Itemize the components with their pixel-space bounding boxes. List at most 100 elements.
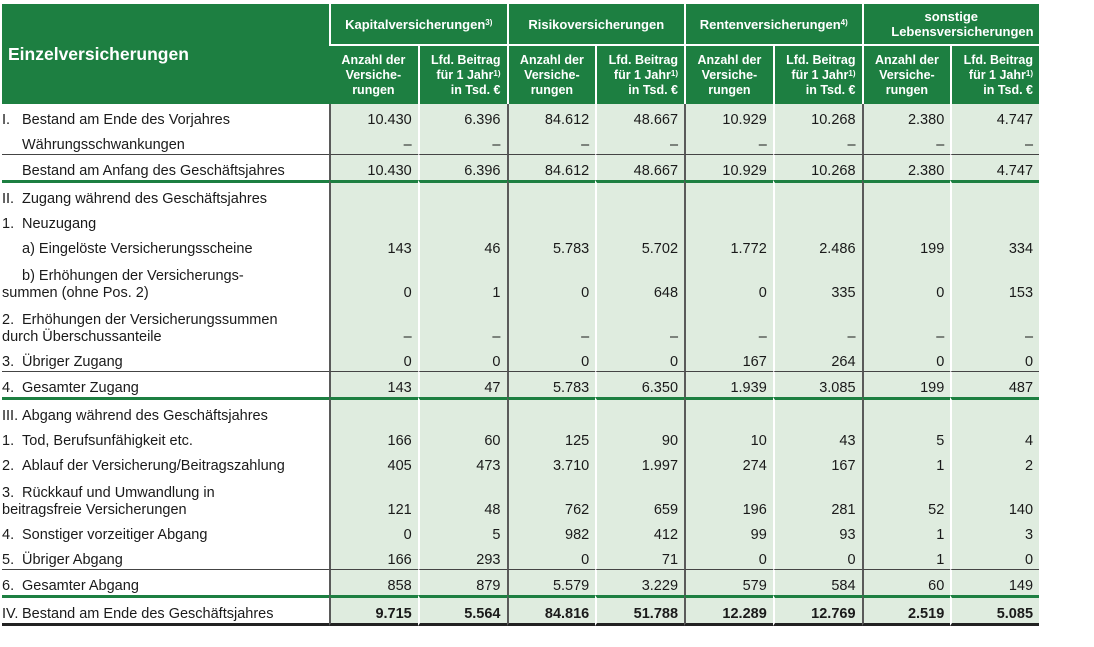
table-row: 2. Erhöhungen der Versicherungssummen dur…: [2, 302, 1040, 346]
table-title: Einzelversicherungen: [2, 4, 329, 104]
row-label: Tod, Berufsunfähigkeit etc.: [22, 433, 193, 449]
table-row: 5. Übriger Abgang 166 293 0 71 0 0 1 0: [2, 544, 1040, 569]
value-cell: 5.783: [506, 233, 596, 258]
subheader-count: Anzahl der Versiche-rungen: [506, 46, 596, 104]
row-label: Übriger Abgang: [22, 552, 123, 568]
row-label-cell: 6. Gesamter Abgang: [2, 569, 329, 595]
value-cell: 10.268: [772, 154, 862, 180]
row-label: Rückkauf und Umwandlung in beitragsfreie…: [2, 485, 215, 518]
table-row: 3. Übriger Zugang 0 0 0 0 167 264 0 0: [2, 346, 1040, 371]
value-cell: 334: [950, 233, 1040, 258]
value-cell: 487: [950, 371, 1040, 397]
value-cell: 5.783: [506, 371, 596, 397]
value-cell: 10.929: [684, 104, 773, 129]
value-cell: [506, 397, 596, 425]
value-cell: –: [684, 129, 773, 154]
row-label: b) Erhöhungen der Versicherungs-summen (…: [2, 268, 244, 301]
row-label: Abgang während des Geschäftsjahres: [22, 408, 268, 424]
value-cell: –: [861, 302, 951, 346]
row-number: 2.: [2, 458, 15, 474]
row-label: Ablauf der Versicherung/Beitragszahlung: [22, 458, 285, 474]
row-label-cell: III. Abgang während des Geschäftsjahres: [2, 397, 329, 425]
value-cell: 121: [329, 475, 418, 519]
value-cell: 274: [684, 450, 773, 475]
value-cell: [329, 208, 418, 233]
header-row-groups: Einzelversicherungen Kapitalversicherung…: [2, 4, 1040, 104]
value-cell: 2.519: [861, 595, 951, 626]
value-cell: –: [595, 129, 685, 154]
value-cell: 52: [861, 475, 951, 519]
value-cell: 10.929: [684, 154, 773, 180]
group-header-risiko: Risikoversicherungen: [506, 4, 685, 46]
value-cell: 48.667: [595, 154, 685, 180]
row-label: Übriger Zugang: [22, 354, 123, 370]
value-cell: 84.612: [506, 154, 596, 180]
group-footnote: 4): [840, 17, 848, 27]
table-row: 6. Gesamter Abgang 858 879 5.579 3.229 579 584 6…: [2, 569, 1040, 595]
value-cell: –: [506, 129, 596, 154]
subheader-premium-label: Lfd. Beitrag für 1 Jahr: [786, 52, 856, 82]
subheader-premium: Lfd. Beitrag für 1 Jahr1) in Tsd. €: [772, 46, 862, 104]
value-cell: 6.350: [595, 371, 685, 397]
subheader-premium: Lfd. Beitrag für 1 Jahr1) in Tsd. €: [595, 46, 685, 104]
value-cell: 143: [329, 371, 418, 397]
row-label-cell: 2. Ablauf der Versicherung/Beitragszahlun…: [2, 450, 329, 475]
subheader-premium-unit: in Tsd. €: [450, 82, 501, 97]
row-label: Gesamter Abgang: [22, 578, 139, 594]
table-row: 3. Rückkauf und Umwandlung in beitragsfre…: [2, 475, 1040, 519]
value-cell: 1: [861, 519, 951, 544]
value-cell: 659: [595, 475, 685, 519]
value-cell: –: [772, 129, 862, 154]
value-cell: 167: [772, 450, 862, 475]
value-cell: [595, 397, 685, 425]
row-number: II.: [2, 191, 15, 207]
value-cell: 60: [417, 425, 507, 450]
group-header-renten: Rentenversicherungen4): [684, 4, 862, 46]
value-cell: [417, 180, 507, 208]
value-cell: 264: [772, 346, 862, 371]
value-cell: 4.747: [950, 154, 1040, 180]
value-cell: –: [861, 129, 951, 154]
value-cell: 412: [595, 519, 685, 544]
value-cell: 0: [329, 258, 418, 302]
table-row: IV. Bestand am Ende des Geschäftsjahres 9.…: [2, 595, 1040, 626]
value-cell: 281: [772, 475, 862, 519]
subheader-premium-unit: in Tsd. €: [805, 82, 856, 97]
table-row: Währungsschwankungen – – – – – – – –: [2, 129, 1040, 154]
value-cell: [861, 180, 951, 208]
subheader-count: Anzahl der Versiche-rungen: [684, 46, 773, 104]
row-number: 3.: [2, 485, 15, 501]
table-row: 1. Neuzugang: [2, 208, 1040, 233]
value-cell: –: [329, 302, 418, 346]
row-label: Gesamter Zugang: [22, 380, 139, 396]
value-cell: 0: [329, 346, 418, 371]
row-number: 2.: [2, 312, 15, 328]
value-cell: [329, 180, 418, 208]
value-cell: 166: [329, 544, 418, 569]
value-cell: 10.268: [772, 104, 862, 129]
value-cell: 0: [772, 544, 862, 569]
row-number: 1.: [2, 216, 15, 232]
value-cell: 199: [861, 233, 951, 258]
value-cell: 125: [506, 425, 596, 450]
row-label-cell: II. Zugang während des Geschäftsjahres: [2, 180, 329, 208]
row-label: a) Eingelöste Versicherungsscheine: [22, 241, 253, 257]
value-cell: 51.788: [595, 595, 685, 626]
group-footnote: 3): [485, 17, 493, 27]
value-cell: 0: [329, 519, 418, 544]
row-label-cell: Währungsschwankungen: [2, 129, 329, 154]
value-cell: –: [684, 302, 773, 346]
table-row: b) Erhöhungen der Versicherungs-summen (…: [2, 258, 1040, 302]
value-cell: 10: [684, 425, 773, 450]
value-cell: 43: [772, 425, 862, 450]
value-cell: 293: [417, 544, 507, 569]
value-cell: 1: [861, 544, 951, 569]
subheader-premium-label: Lfd. Beitrag für 1 Jahr: [963, 52, 1034, 82]
value-cell: 473: [417, 450, 507, 475]
row-number: 5.: [2, 552, 15, 568]
value-cell: 648: [595, 258, 685, 302]
row-label: Sonstiger vorzeitiger Abgang: [22, 527, 208, 543]
subheader-premium: Lfd. Beitrag für 1 Jahr1) in Tsd. €: [417, 46, 507, 104]
table-row: II. Zugang während des Geschäftsjahres: [2, 180, 1040, 208]
value-cell: 3.229: [595, 569, 685, 595]
